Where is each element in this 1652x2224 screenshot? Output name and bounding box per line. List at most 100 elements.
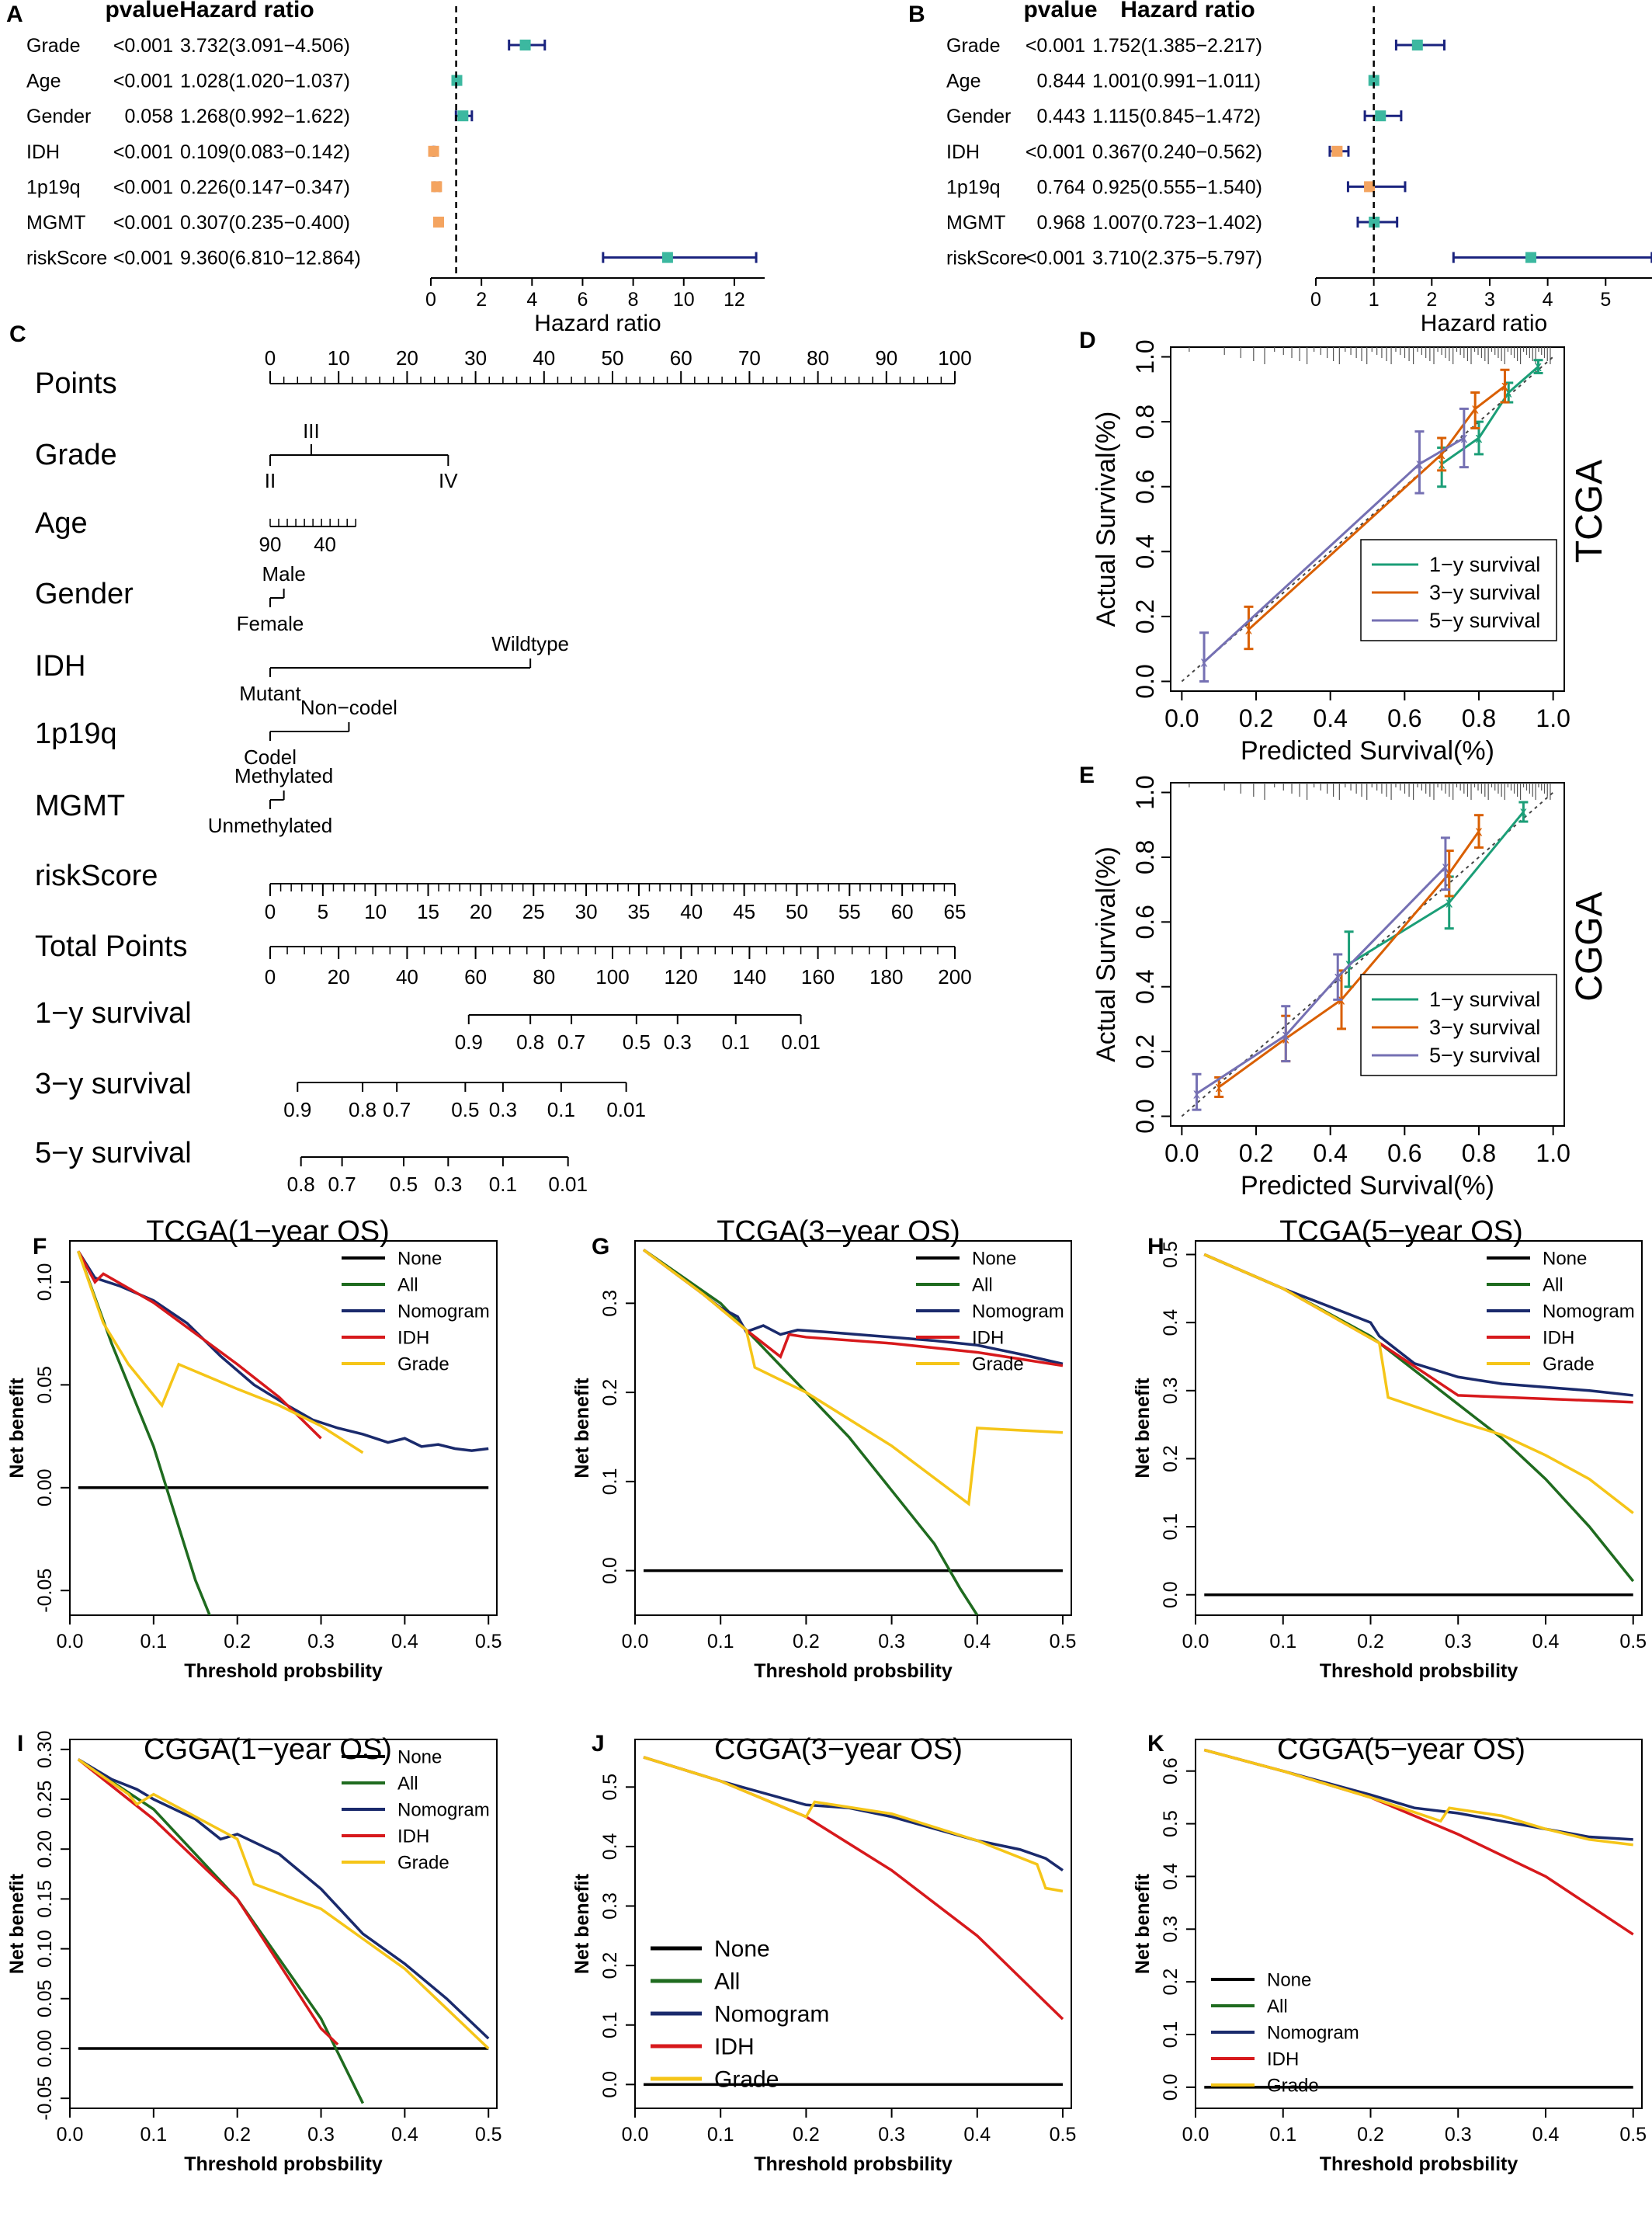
series-lines [1203,1748,1634,2089]
x-tick-label: 0.1 [707,1631,734,1652]
nomogram-row-label: 1p19q [35,718,117,750]
y-tick-label: -0.05 [34,2076,56,2121]
x-tick-label: 10 [673,289,695,311]
decision-curve-K: 0.0 0.1 0.2 0.3 0.4 0.5 0.0 0.1 0.2 0.3 0.4 0.5 0.6 C… [1132,1733,1647,2175]
variable-label: Age [946,71,980,92]
calibration-line [1196,866,1447,1095]
series-line [643,1756,1064,1893]
pvalue-value: <0.001 [113,141,173,163]
hr-ci-text: 1.028(1.020−1.037) [180,71,350,92]
x-axis-label: Hazard ratio [1421,311,1547,336]
calibration-point: x [1460,430,1467,446]
series-line [643,1756,1064,2021]
legend-label: IDH [397,1826,429,1847]
nomogram-row-label: Grade [35,439,117,471]
calibration-point: x [1193,1086,1200,1101]
x-tick-label: 2 [1426,289,1437,311]
calibration-point: x [1472,401,1479,416]
panel-letter: E [1079,763,1095,788]
y-tick-label: 1.0 [1131,775,1159,809]
y-tick-label: 0.05 [34,1366,56,1404]
panel-letter: B [908,2,925,27]
hr-ci-text: 9.360(6.810−12.864) [180,248,361,269]
y-tick-label: 0.6 [1131,469,1159,503]
series-line [1203,1748,1633,1847]
series-lines [1203,1253,1635,1597]
1p19q-level-label: Codel [244,745,297,769]
riskscore-tick-label: 25 [522,900,545,923]
gender-level-label: Female [237,612,304,635]
chart-title: TCGA(5−year OS) [1279,1215,1523,1248]
legend-label: None [714,1937,770,1962]
series-line [643,1249,979,1615]
nomogram-row-label: Age [35,507,88,540]
series-lines [643,1756,1064,2087]
y-tick-label: 0.5 [599,1774,621,1801]
variable-label: 1p19q [946,176,1001,198]
legend-label: 3−y survival [1429,1016,1540,1039]
calibration-point: x [1442,859,1449,874]
x-axis-label: Threshold probsbility [1320,2153,1518,2175]
x-tick-label: 2 [476,289,487,311]
y-tick-label: 0.8 [1131,405,1159,439]
riskscore-tick-label: 50 [786,900,808,923]
legend-label: 5−y survival [1429,1044,1540,1067]
surv3-tick-label: 0.7 [383,1098,411,1121]
x-tick-label: 0.0 [57,2124,84,2146]
y-axis-label: Net benefit [6,1873,28,1974]
chart-title: CGGA(5−year OS) [1277,1733,1525,1766]
riskscore-tick-label: 30 [575,900,598,923]
surv1-tick-label: 0.7 [557,1030,585,1054]
total-points-tick-label: 200 [938,965,971,989]
variable-label: riskScore [26,248,107,269]
x-tick-label: 1.0 [1536,1139,1570,1167]
x-tick-label: 0.3 [878,2124,905,2146]
y-tick-label: 0.3 [599,1290,621,1317]
x-tick-label: 0.1 [140,1631,167,1652]
x-tick-label: 0.2 [1239,704,1273,732]
grade-level-label: IV [439,469,458,492]
x-tick-label: 0.4 [391,1631,418,1652]
hr-point [1368,75,1380,86]
series-line [1203,1748,1634,1936]
points-tick-label: 30 [464,346,487,370]
y-tick-label: 0.0 [1160,1581,1182,1608]
riskscore-tick-label: 15 [417,900,439,923]
x-tick-label: 0.0 [1182,1631,1210,1652]
plot-frame [1170,346,1565,692]
calibration-point: x [1416,456,1423,471]
riskscore-tick-label: 55 [838,900,861,923]
nomogram-row-label: Points [35,367,117,400]
calibration-D: xxxxxxxxxxx0.00.00.20.20.40.40.60.60.80.… [1092,339,1610,766]
x-tick-label: 0.4 [1313,704,1347,732]
plot-frame [1195,1739,1643,2109]
legend-label: Grade [972,1354,1024,1374]
series-line [77,1758,490,2050]
nomogram-row-label: Total Points [35,930,187,963]
x-tick-label: 1.0 [1536,704,1570,732]
pvalue-value: <0.001 [113,248,173,269]
legend-label: Grade [397,1354,449,1374]
points-tick-label: 90 [875,346,897,370]
y-axis-label: Net benefit [571,1873,593,1974]
decision-curve-H: 0.0 0.1 0.2 0.3 0.4 0.5 0.0 0.1 0.2 0.3 0.4 0.5 TCGA… [1132,1215,1647,1682]
decision-curve-G: 0.0 0.1 0.2 0.3 0.4 0.5 0.0 0.1 0.2 0.3 TCGA(3−yea… [571,1215,1076,1682]
x-tick-label: 0.2 [1357,1631,1384,1652]
legend-label: Nomogram [397,1799,490,1820]
series-line [643,1756,1064,1871]
panel-letter: D [1079,328,1096,353]
y-tick-label: 0.1 [599,1468,621,1495]
x-tick-label: 0.8 [1462,1139,1496,1167]
calibration-point: x [1446,895,1452,910]
hr-point [433,217,445,228]
calibration-point: x [1245,622,1252,638]
x-tick-label: 0.4 [963,2124,991,2146]
total-points-tick-label: 180 [869,965,903,989]
y-tick-label: 0.15 [34,1880,56,1918]
variable-label: Grade [26,35,80,57]
surv5-tick-label: 0.7 [328,1173,356,1196]
riskscore-tick-label: 40 [680,900,703,923]
points-tick-label: 80 [807,346,829,370]
surv3-tick-label: 0.3 [489,1098,517,1121]
y-tick-label: 0.10 [34,1930,56,1968]
